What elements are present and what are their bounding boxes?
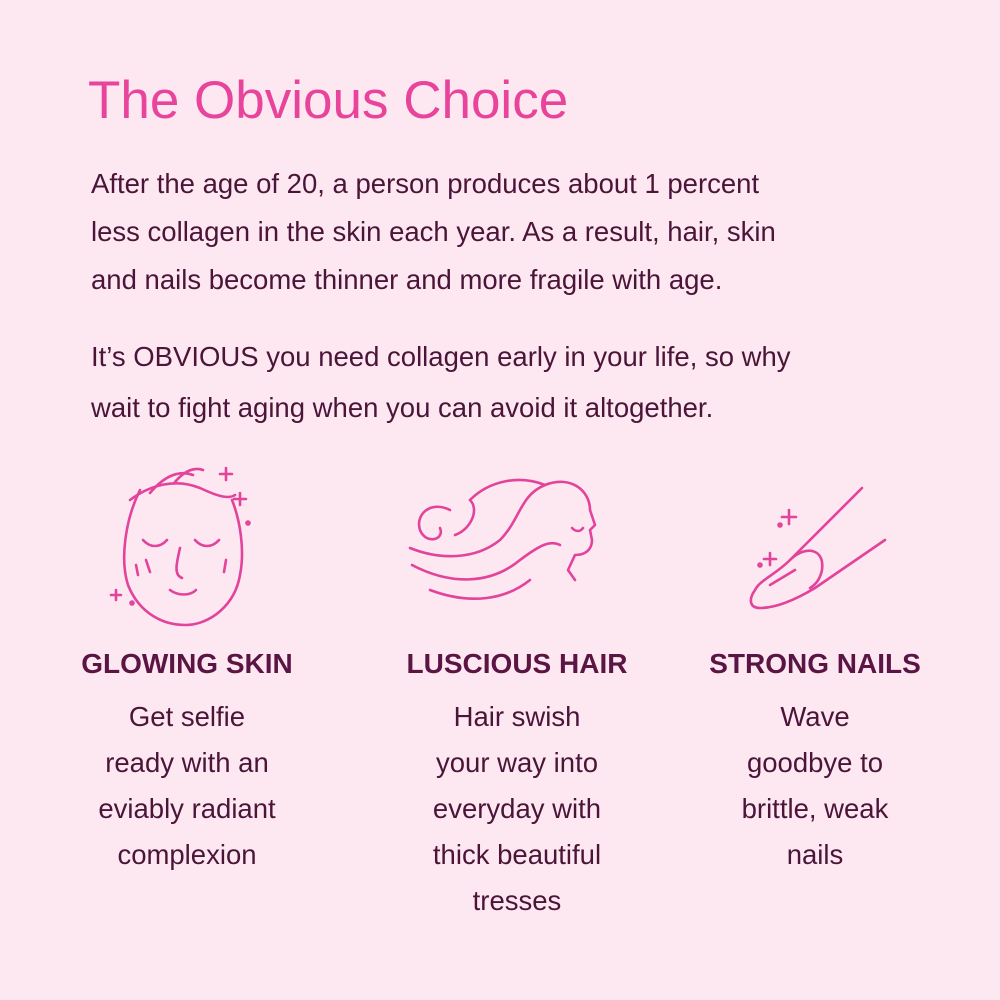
title: The Obvious Choice — [88, 71, 569, 130]
feature-line: everyday with — [432, 793, 602, 824]
feature-line: ready with an — [105, 747, 269, 778]
hair-icon — [408, 478, 597, 600]
feature-line: Get selfie — [128, 701, 246, 732]
feature-heading: GLOWING SKIN — [81, 648, 293, 679]
feature: STRONG NAILS Wave goodbye to brittle, we… — [650, 648, 980, 878]
paragraph-line: wait to fight aging when you can avoid i… — [91, 392, 714, 423]
paragraph-line: and nails become thinner and more fragil… — [91, 264, 723, 295]
paragraph-line: less collagen in the skin each year. As … — [91, 216, 776, 247]
skin-icon — [109, 466, 251, 627]
feature: GLOWING SKIN Get selfie ready with an ev… — [22, 648, 352, 878]
feature: LUSCIOUS HAIR Hair swish your way into e… — [352, 648, 682, 924]
feature-line: brittle, weak — [741, 793, 889, 824]
feature-line: tresses — [472, 885, 562, 916]
nails-icon — [749, 486, 887, 610]
feature-line: thick beautiful — [432, 839, 602, 870]
feature-line: your way into — [435, 747, 599, 778]
feature-line: Hair swish — [453, 701, 581, 732]
paragraph-line: After the age of 20, a person produces a… — [91, 168, 760, 199]
feature-line: Wave — [780, 701, 850, 732]
feature-line: goodbye to — [746, 747, 884, 778]
paragraph-line: It’s OBVIOUS you need collagen early in … — [91, 341, 791, 372]
feature-line: complexion — [117, 839, 257, 870]
feature-heading: STRONG NAILS — [709, 648, 921, 679]
feature-line: eviably radiant — [98, 793, 276, 824]
feature-line: nails — [786, 839, 844, 870]
feature-heading: LUSCIOUS HAIR — [406, 648, 628, 679]
